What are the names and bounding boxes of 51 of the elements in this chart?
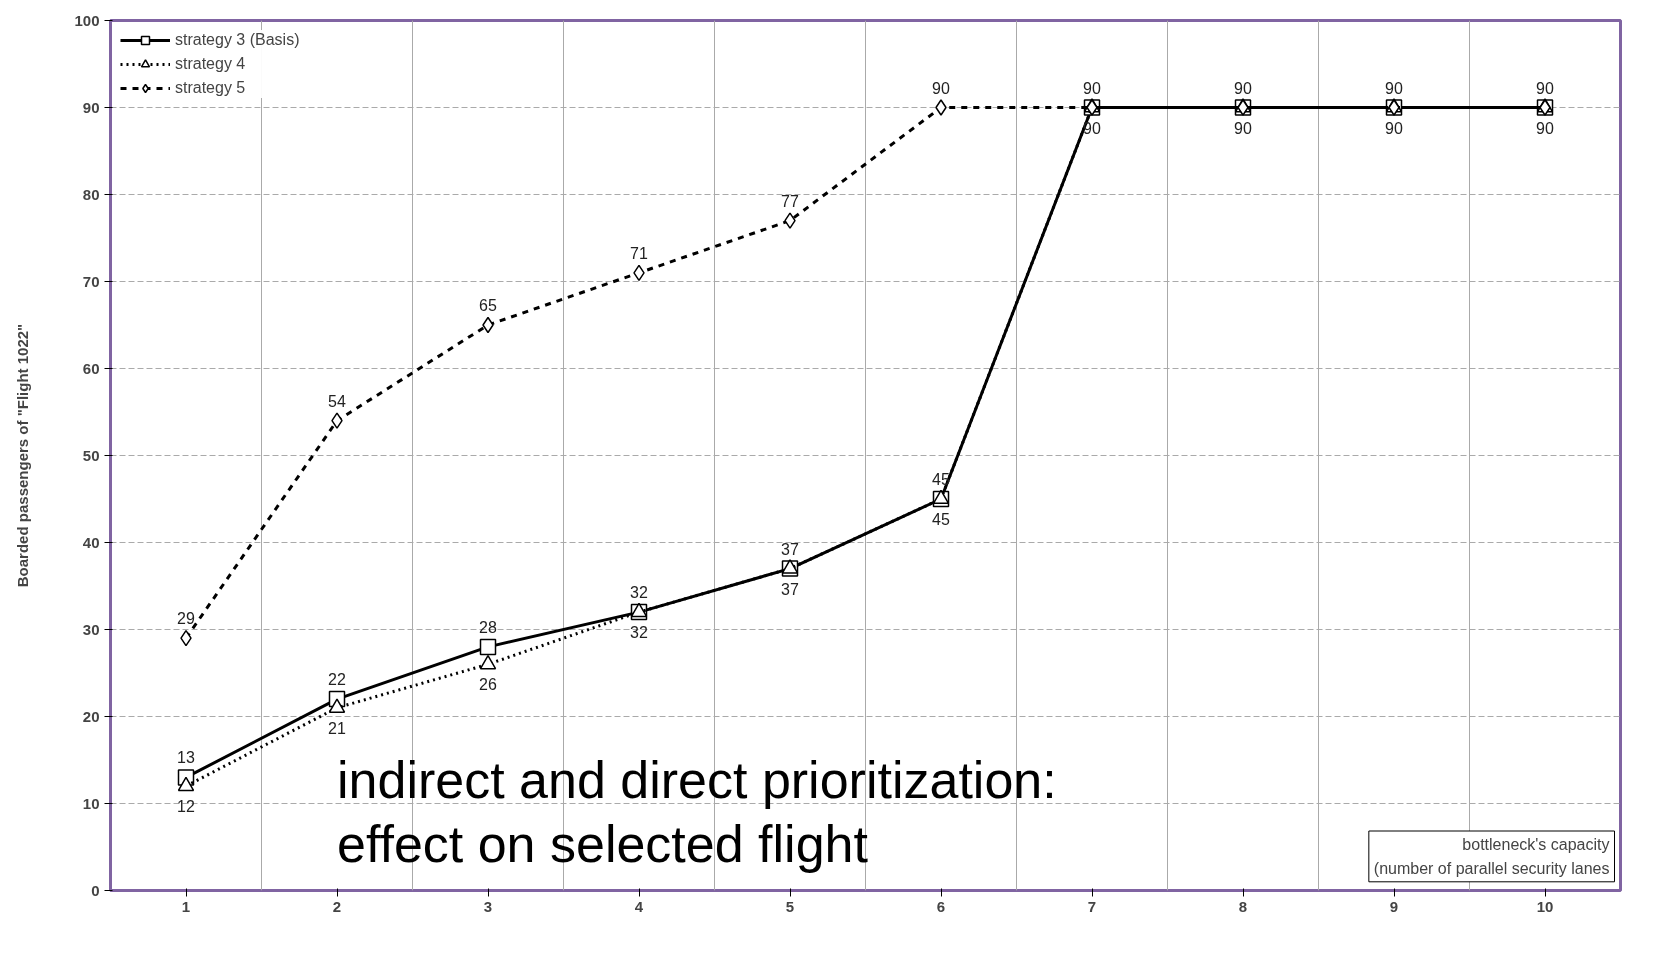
y-tick-label: 40	[82, 533, 100, 551]
data-label: 90	[1385, 119, 1403, 137]
x-tick-label: 4	[634, 897, 644, 915]
x-tick-label: 5	[785, 897, 795, 915]
y-tick-label: 50	[82, 446, 100, 464]
data-label: 32	[630, 624, 648, 642]
data-label: 90	[1234, 79, 1252, 97]
y-tick-label: 60	[82, 359, 100, 377]
x-tick-label: 1	[181, 897, 191, 915]
y-tick-label: 0	[91, 881, 100, 899]
data-label: 22	[328, 671, 346, 689]
y-tick-label: 20	[82, 707, 100, 725]
y-tick-label: 70	[82, 272, 100, 290]
data-label: 65	[479, 297, 497, 314]
data-label: 54	[328, 392, 346, 410]
y-tick-label: 80	[82, 185, 100, 203]
data-label: 29	[177, 610, 195, 628]
data-label: 90	[1536, 79, 1554, 97]
data-label: 26	[479, 676, 497, 694]
x-tick-label: 2	[332, 897, 342, 915]
y-tick-label: 90	[82, 98, 100, 116]
x-tick-label: 9	[1389, 897, 1399, 915]
y-tick-label: 10	[82, 794, 100, 812]
legend-label: strategy 4	[175, 55, 246, 73]
data-label: 71	[630, 244, 648, 262]
data-label: 90	[1083, 79, 1101, 97]
data-label: 12	[177, 798, 195, 816]
y-tick-label: 100	[74, 11, 100, 29]
data-label: 45	[932, 511, 950, 528]
x-tick-label: 7	[1087, 897, 1097, 915]
y-tick-label: 30	[82, 620, 100, 638]
data-label: 77	[781, 192, 799, 210]
x-tick-label: 3	[483, 897, 493, 915]
x-tick-label: 6	[936, 897, 946, 915]
data-label: 90	[1234, 119, 1252, 137]
data-label: 90	[1536, 119, 1554, 137]
data-label: 28	[479, 618, 497, 636]
y-axis-title: Boarded passengers of "Flight 1022"	[14, 323, 32, 588]
data-label: 32	[630, 584, 648, 602]
legend-label: strategy 5	[175, 79, 246, 97]
x-axis-title: bottleneck's capacity (number of parallel security lanes	[1373, 836, 1610, 877]
data-label: 90	[932, 79, 950, 97]
data-label: 37	[781, 540, 799, 558]
data-label: 37	[781, 580, 799, 598]
data-label: 13	[177, 749, 195, 767]
data-label: 90	[1385, 79, 1403, 97]
x-tick-label: 10	[1536, 897, 1554, 915]
data-label: 21	[328, 719, 346, 737]
legend-label: strategy 3 (Basis)	[175, 31, 300, 49]
x-tick-label: 8	[1238, 897, 1248, 915]
annotation: indirect and direct prioritization: effect on selected flight	[337, 751, 1057, 874]
